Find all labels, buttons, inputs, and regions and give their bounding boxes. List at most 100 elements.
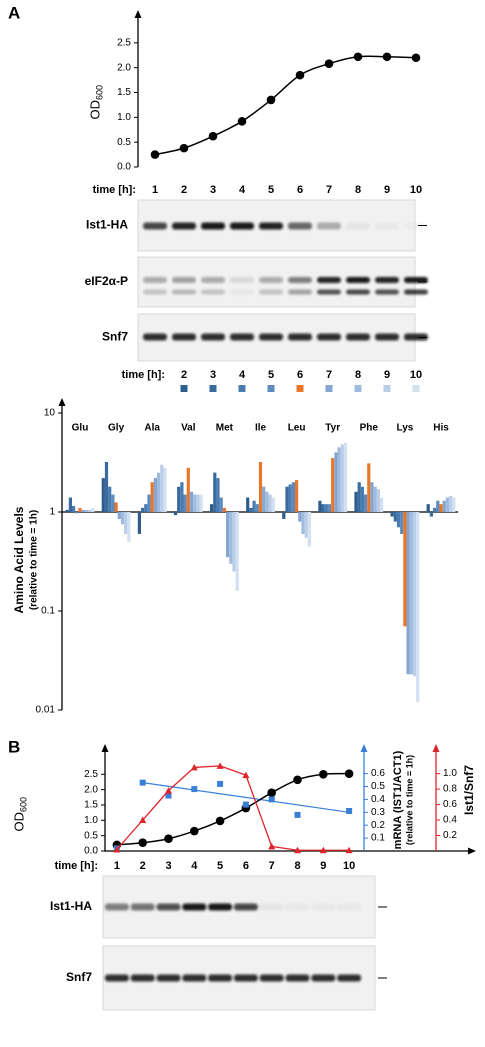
bar (111, 494, 115, 512)
axis-label: mRNA (IST1/ACT1) (392, 750, 404, 849)
bar (380, 497, 384, 512)
bar (163, 467, 167, 512)
blot-band (143, 277, 167, 283)
blot-band (317, 277, 341, 283)
bar (216, 478, 220, 512)
data-point (139, 816, 147, 824)
bar (291, 482, 295, 512)
blot-band (311, 974, 336, 982)
blot-band (288, 222, 312, 230)
category-label: His (433, 423, 449, 434)
bar (75, 512, 79, 514)
category-label: Met (216, 423, 234, 434)
bar (196, 494, 200, 512)
bar (127, 512, 131, 542)
bar (304, 512, 308, 538)
data-point (268, 842, 276, 850)
blot-band (230, 277, 254, 283)
data-line (116, 772, 350, 846)
legend-swatch (209, 385, 217, 392)
blot-band (288, 289, 312, 295)
axis-label: 600 (18, 797, 28, 812)
category-label: Tyr (325, 423, 340, 434)
blot-band (375, 333, 399, 341)
bar (396, 512, 401, 528)
legend-title: time [h]: (122, 369, 165, 381)
bar (160, 464, 164, 512)
bar (249, 507, 253, 512)
axis-label: Amino Acid Levels (12, 506, 26, 613)
legend-label: 4 (239, 369, 246, 381)
blot-band (337, 904, 361, 911)
bar (81, 509, 85, 512)
data-point (266, 95, 276, 105)
tick-label: 10 (44, 408, 56, 419)
category-label: Glu (72, 423, 89, 434)
blot-band (311, 904, 335, 911)
blot-label: eIF2α-P (85, 274, 128, 288)
data-point (411, 53, 421, 63)
bar (406, 512, 410, 675)
bar (124, 512, 128, 534)
bar (84, 509, 88, 512)
blot-band (259, 289, 283, 295)
data-point (237, 117, 247, 126)
x-tick-label: 7 (269, 860, 275, 872)
data-point (294, 846, 301, 854)
data-point (179, 143, 189, 153)
data-point (165, 787, 172, 794)
tick-label: 0.5 (371, 781, 385, 792)
blot-band (130, 903, 155, 911)
legend-swatch (267, 385, 275, 392)
data-point (215, 816, 225, 826)
bar (193, 494, 197, 512)
blot-band (233, 903, 258, 911)
blot-band (172, 222, 196, 230)
bar (104, 461, 109, 512)
bar (101, 478, 105, 512)
x-tick-label: 8 (294, 860, 300, 872)
bar (88, 509, 92, 512)
blot-band (182, 974, 207, 982)
blot-band (404, 333, 428, 341)
blot-band (259, 222, 283, 230)
legend-label: 3 (210, 369, 216, 381)
bar (357, 482, 361, 512)
bar (400, 512, 404, 534)
tick-label: 0.4 (371, 794, 385, 805)
bar (120, 512, 125, 525)
data-point (139, 779, 146, 786)
legend-label: 9 (384, 369, 390, 381)
x-tick-label: 5 (268, 184, 274, 196)
category-label: Lys (396, 423, 413, 434)
bar (150, 482, 154, 512)
axis-arrow (58, 398, 66, 406)
bar (213, 472, 217, 512)
tick-label: 2.5 (117, 38, 131, 49)
bar (393, 512, 397, 522)
bar (373, 486, 377, 512)
data-point (164, 834, 173, 844)
bar (318, 500, 322, 512)
axis-label: 600 (94, 85, 104, 100)
axis-arrow (432, 744, 440, 752)
blot-band (288, 277, 312, 283)
blot-band (230, 289, 254, 295)
tick-label: 0.3 (371, 807, 385, 818)
data-point (242, 771, 250, 779)
tick-label: 0.0 (84, 846, 98, 857)
bar (343, 442, 348, 512)
blot-band (259, 903, 284, 911)
trend-line (142, 782, 350, 813)
data-point (190, 826, 199, 836)
legend-label: 7 (326, 369, 332, 381)
tick-label: 1.0 (84, 815, 98, 826)
bar (246, 497, 250, 512)
blot-band (346, 222, 370, 230)
bar (337, 447, 341, 512)
bar (331, 458, 335, 512)
bar (298, 512, 302, 522)
bar (439, 504, 443, 512)
tick-label: 0.6 (443, 799, 457, 810)
